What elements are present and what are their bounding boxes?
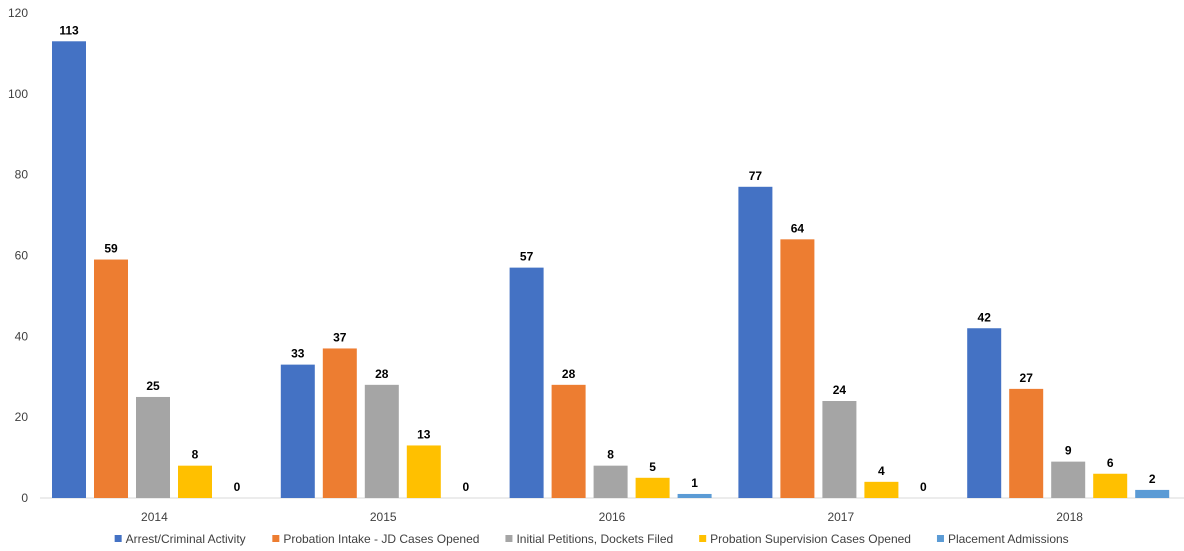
x-tick-label: 2018 (1056, 510, 1083, 524)
y-tick-label: 100 (8, 87, 28, 101)
bar-data-label: 0 (462, 480, 469, 494)
bar-data-label: 9 (1065, 444, 1072, 458)
legend-swatch (936, 535, 944, 542)
bar (94, 259, 128, 498)
bar-data-label: 37 (333, 330, 347, 344)
bar (551, 384, 586, 498)
bar (280, 364, 315, 498)
bar (178, 465, 212, 498)
legend-label: Probation Supervision Cases Opened (710, 532, 911, 546)
bar-data-label: 0 (234, 480, 241, 494)
bar-data-label: 24 (833, 383, 847, 397)
bar-data-label: 13 (417, 427, 431, 441)
y-tick-label: 40 (15, 329, 29, 343)
bar (509, 267, 544, 498)
bar-data-label: 0 (920, 480, 927, 494)
bar-data-label: 8 (192, 448, 199, 462)
x-axis: 2014 2015 2016 2017 2018 (141, 510, 1083, 524)
legend-swatch (505, 535, 513, 542)
legend-swatch (272, 535, 280, 542)
y-tick-label: 0 (21, 491, 28, 505)
bar-data-label: 2 (1149, 472, 1156, 486)
legend-label: Initial Petitions, Dockets Filed (516, 532, 673, 546)
bar-data-label: 8 (607, 448, 614, 462)
bar (738, 186, 773, 498)
bar (1135, 489, 1170, 498)
bar-data-label: 59 (104, 242, 118, 256)
data-labels-group: 113 59 25 8 0 33 37 28 13 0 57 28 8 5 1 77 64 24 4 0 42 27 9 6 2 (59, 23, 1156, 494)
bar-data-label: 28 (375, 367, 389, 381)
y-tick-label: 20 (15, 410, 29, 424)
bar (864, 481, 899, 498)
bar (322, 348, 357, 498)
bar-data-label: 4 (878, 464, 885, 478)
bar (677, 493, 712, 498)
y-tick-label: 80 (15, 168, 29, 182)
x-tick-label: 2017 (827, 510, 854, 524)
bar-data-label: 1 (691, 476, 698, 490)
x-tick-label: 2015 (370, 510, 397, 524)
bar-data-label: 25 (146, 379, 160, 393)
bar-data-label: 77 (749, 169, 763, 183)
bar (364, 384, 399, 498)
legend-label: Arrest/Criminal Activity (126, 532, 246, 546)
legend-label: Placement Admissions (948, 532, 1069, 546)
bar-data-label: 57 (520, 250, 534, 264)
legend-label: Probation Intake - JD Cases Opened (283, 532, 479, 546)
legend-swatch (699, 535, 707, 542)
y-tick-label: 120 (8, 6, 28, 20)
bar-data-label: 28 (562, 367, 576, 381)
bar-data-label: 27 (1020, 371, 1034, 385)
bar-data-label: 42 (978, 310, 992, 324)
x-tick-label: 2014 (141, 510, 168, 524)
bar (1009, 388, 1044, 498)
y-axis: 0 20 40 60 80 100 120 (8, 6, 28, 505)
legend: Arrest/Criminal Activity Probation Intake… (114, 532, 1069, 546)
bar-data-label: 5 (649, 460, 656, 474)
bar (52, 41, 86, 499)
bar (1051, 461, 1086, 498)
bar (635, 477, 670, 498)
bar (967, 328, 1002, 498)
bar (822, 401, 857, 498)
bar (593, 465, 628, 498)
bar-data-label: 33 (291, 347, 305, 361)
x-tick-label: 2016 (599, 510, 626, 524)
bar (780, 239, 815, 499)
bar-data-label: 64 (791, 221, 805, 235)
bar-data-label: 113 (59, 23, 79, 37)
bar-data-label: 6 (1107, 456, 1114, 470)
y-tick-label: 60 (15, 249, 29, 263)
bar (406, 445, 441, 498)
bar (1093, 473, 1128, 498)
legend-swatch (114, 535, 122, 542)
bars-group (52, 41, 1170, 499)
bar (136, 396, 170, 498)
